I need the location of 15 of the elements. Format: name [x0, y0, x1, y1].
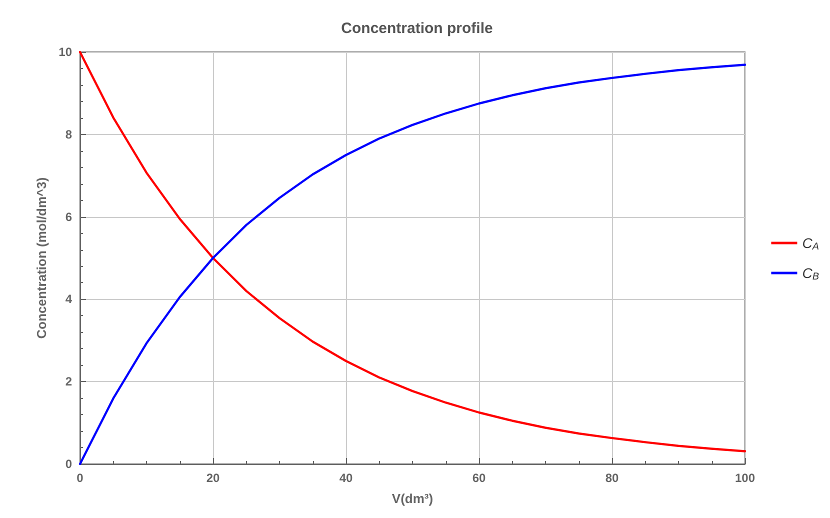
y-tick-label: 4 [65, 292, 72, 306]
y-tick-label: 0 [65, 457, 72, 471]
y-axis-title: Concentration (mol/dm^3) [34, 177, 49, 339]
chart-title: Concentration profile [341, 20, 493, 37]
x-tick-label: 60 [472, 471, 486, 485]
y-tick-label: 6 [65, 210, 72, 224]
y-tick-label: 8 [65, 127, 72, 142]
x-tick-label: 100 [734, 471, 756, 485]
x-tick-label: 40 [339, 471, 353, 485]
x-tick-label: 0 [76, 471, 84, 485]
x-axis-title: V(dm³) [392, 491, 434, 506]
x-tick-label: 80 [605, 471, 619, 485]
y-tick-label: 10 [58, 45, 72, 59]
y-tick-label: 2 [65, 374, 72, 389]
x-tick-label: 20 [206, 471, 220, 485]
